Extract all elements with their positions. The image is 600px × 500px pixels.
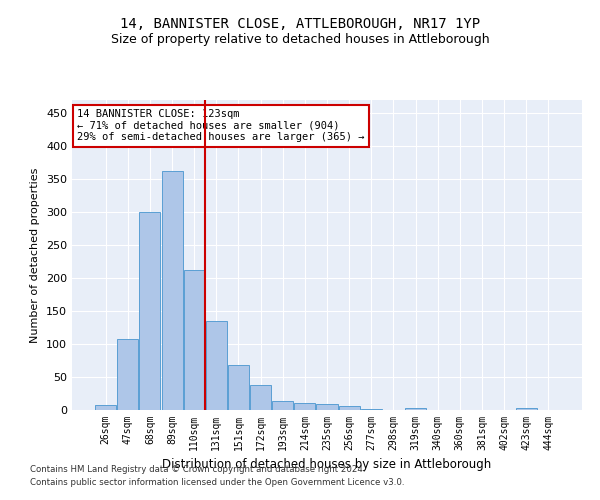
Text: Contains public sector information licensed under the Open Government Licence v3: Contains public sector information licen…	[30, 478, 404, 487]
Bar	[316, 404, 338, 410]
Bar	[405, 408, 426, 410]
Bar	[361, 408, 382, 410]
Text: 14, BANNISTER CLOSE, ATTLEBOROUGH, NR17 1YP: 14, BANNISTER CLOSE, ATTLEBOROUGH, NR17 …	[120, 18, 480, 32]
Bar	[515, 408, 536, 410]
Bar	[184, 270, 205, 410]
Text: 14 BANNISTER CLOSE: 123sqm
← 71% of detached houses are smaller (904)
29% of sem: 14 BANNISTER CLOSE: 123sqm ← 71% of deta…	[77, 110, 365, 142]
Bar	[161, 171, 182, 410]
Bar	[118, 339, 139, 410]
X-axis label: Distribution of detached houses by size in Attleborough: Distribution of detached houses by size …	[163, 458, 491, 471]
Text: Contains HM Land Registry data © Crown copyright and database right 2024.: Contains HM Land Registry data © Crown c…	[30, 466, 365, 474]
Bar	[139, 212, 160, 410]
Y-axis label: Number of detached properties: Number of detached properties	[31, 168, 40, 342]
Text: Size of property relative to detached houses in Attleborough: Size of property relative to detached ho…	[110, 32, 490, 46]
Bar	[206, 321, 227, 410]
Bar	[338, 406, 359, 410]
Bar	[272, 402, 293, 410]
Bar	[250, 385, 271, 410]
Bar	[228, 365, 249, 410]
Bar	[95, 404, 116, 410]
Bar	[295, 404, 316, 410]
